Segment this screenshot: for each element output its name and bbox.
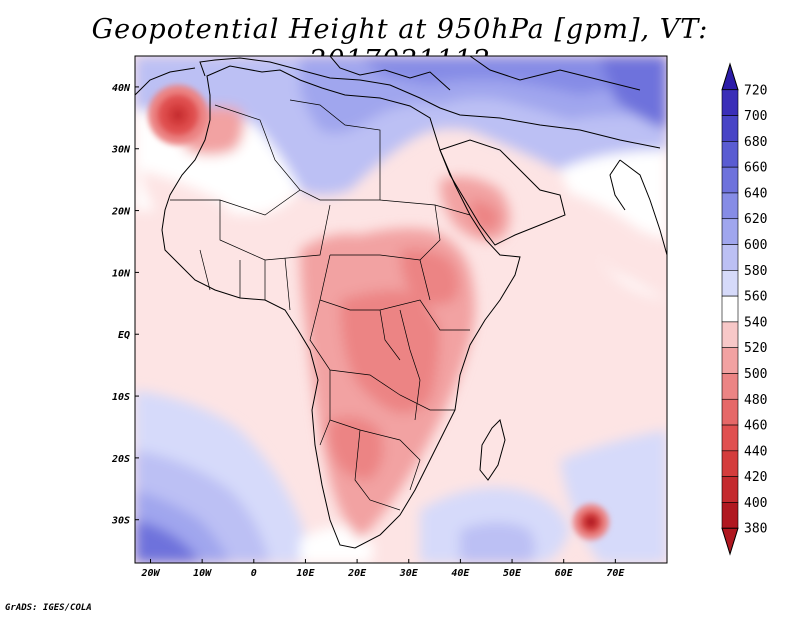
latitude-ticks: 40N 30N 20N 10N EQ 10S 20S 30S <box>111 83 139 527</box>
colorbar-swatch <box>721 424 739 452</box>
lon-tick-label: 60E <box>555 568 574 579</box>
colorbar-label: 480 <box>744 393 767 408</box>
colorbar-label: 720 <box>744 83 767 98</box>
colorbar-swatch <box>721 398 739 426</box>
lat-tick-label: 30N <box>111 145 131 156</box>
colorbar-label: 400 <box>744 496 767 511</box>
colorbar-label: 600 <box>744 238 767 253</box>
lon-tick-label: 50E <box>503 568 522 579</box>
lon-tick-label: 10E <box>296 568 315 579</box>
height-field <box>135 56 667 563</box>
colorbar-label: 420 <box>744 470 767 485</box>
colorbar-top-arrow <box>721 62 739 91</box>
colorbar-swatch <box>721 347 739 374</box>
colorbar-label: 680 <box>744 135 767 150</box>
colorbar-swatch <box>721 192 739 220</box>
lon-tick-label: 20W <box>140 568 160 579</box>
colorbar-swatch <box>721 450 739 477</box>
map-frame <box>134 55 668 564</box>
lon-tick-label: 70E <box>606 568 625 579</box>
field-shading <box>135 56 667 563</box>
colorbar-label: 560 <box>744 290 767 305</box>
country-borders <box>170 99 471 511</box>
colorbar-swatch <box>721 115 739 142</box>
colorbar-swatch <box>721 141 739 168</box>
lat-tick-label: 30S <box>111 516 130 527</box>
longitude-ticks: 20W 10W 0 10E 20E 30E 40E 50E 60E 70E <box>140 559 625 579</box>
colorbar-label: 440 <box>744 444 767 459</box>
colorbar-label: 540 <box>744 315 767 330</box>
lat-tick-label: 20N <box>111 207 131 218</box>
colorbar-label: 700 <box>744 109 767 124</box>
colorbar-swatch <box>721 218 739 245</box>
colorbar-swatch <box>721 295 739 323</box>
colorbar-label: 460 <box>744 419 767 434</box>
colorbar-swatch <box>721 270 739 297</box>
colorbar-label: 380 <box>744 522 767 537</box>
lon-tick-label: 20E <box>347 568 367 579</box>
colorbar-swatch <box>721 476 739 503</box>
colorbar-label: 620 <box>744 212 767 227</box>
colorbar-swatch <box>721 502 739 529</box>
colorbar-swatch <box>721 89 739 116</box>
lat-tick-label: 20S <box>111 454 130 465</box>
colorbar-swatch <box>721 166 739 194</box>
colorbar-label: 660 <box>744 161 767 176</box>
low-centres <box>148 85 609 540</box>
lat-tick-label: 10N <box>112 268 131 279</box>
coastlines <box>135 56 667 549</box>
colorbar-swatch <box>721 373 739 400</box>
lon-tick-label: 30E <box>399 568 419 579</box>
colorbar: 720 700 680 660 640 620 600 580 560 540 520 500 480 4… <box>721 62 767 556</box>
lat-tick-label: 40N <box>112 83 131 94</box>
colorbar-label: 520 <box>744 341 767 356</box>
lat-tick-label: 10S <box>112 392 130 403</box>
colorbar-swatch <box>721 321 739 348</box>
lon-tick-label: 40E <box>451 568 470 579</box>
colorbar-bottom-arrow <box>721 527 739 556</box>
lat-tick-label: EQ <box>118 330 130 341</box>
credit-label: GrADS: IGES/COLA <box>5 603 92 613</box>
colorbar-label: 640 <box>744 186 767 201</box>
colorbar-label: 580 <box>744 264 767 279</box>
lon-tick-label: 0 <box>251 568 257 579</box>
lon-tick-label: 10W <box>193 568 212 579</box>
colorbar-swatch <box>721 244 739 271</box>
colorbar-label: 500 <box>744 367 767 382</box>
